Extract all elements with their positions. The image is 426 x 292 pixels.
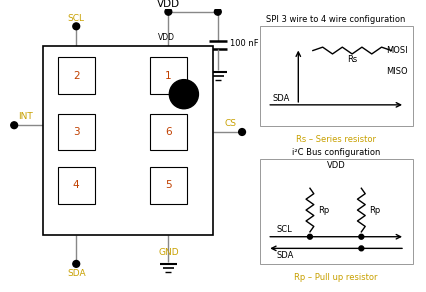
Bar <box>150 57 187 94</box>
Text: SDA: SDA <box>277 251 294 260</box>
Text: Rs – Series resistor: Rs – Series resistor <box>296 135 376 144</box>
Text: 100 nF: 100 nF <box>230 39 259 48</box>
Text: i²C Bus configuration: i²C Bus configuration <box>292 148 380 157</box>
Circle shape <box>11 122 17 128</box>
Text: GND: GND <box>158 248 178 257</box>
Text: VDD: VDD <box>327 161 345 171</box>
Text: VDD: VDD <box>158 34 175 42</box>
Circle shape <box>239 128 245 135</box>
Circle shape <box>73 23 80 30</box>
Text: 4: 4 <box>73 180 80 190</box>
Bar <box>43 46 213 235</box>
Text: SCL: SCL <box>68 14 85 23</box>
Text: CS: CS <box>225 119 236 128</box>
Bar <box>58 114 95 150</box>
Text: Rp – Pull up resistor: Rp – Pull up resistor <box>294 273 378 282</box>
Circle shape <box>359 234 364 239</box>
Text: Rp: Rp <box>318 206 329 215</box>
Text: INT: INT <box>18 112 33 121</box>
Text: MISO: MISO <box>386 67 408 77</box>
Circle shape <box>359 246 364 251</box>
Text: SDA: SDA <box>272 93 290 102</box>
Text: 3: 3 <box>73 127 80 137</box>
Circle shape <box>165 8 172 15</box>
Bar <box>58 167 95 204</box>
Text: MOSI: MOSI <box>386 46 408 55</box>
Text: 5: 5 <box>165 180 172 190</box>
Text: 6: 6 <box>165 127 172 137</box>
Text: 1: 1 <box>165 71 172 81</box>
Circle shape <box>308 234 312 239</box>
Bar <box>259 159 413 264</box>
Text: Rp: Rp <box>369 206 380 215</box>
Bar <box>150 167 187 204</box>
Text: Rs: Rs <box>347 55 357 64</box>
Circle shape <box>214 8 221 15</box>
Text: SDA: SDA <box>67 269 86 278</box>
Bar <box>150 114 187 150</box>
Bar <box>259 26 413 126</box>
Circle shape <box>169 80 199 109</box>
Text: SCL: SCL <box>277 225 293 234</box>
Circle shape <box>73 260 80 267</box>
Text: VDD: VDD <box>157 0 180 9</box>
Text: 2: 2 <box>73 71 80 81</box>
Bar <box>58 57 95 94</box>
Text: SPI 3 wire to 4 wire configuration: SPI 3 wire to 4 wire configuration <box>266 15 406 24</box>
